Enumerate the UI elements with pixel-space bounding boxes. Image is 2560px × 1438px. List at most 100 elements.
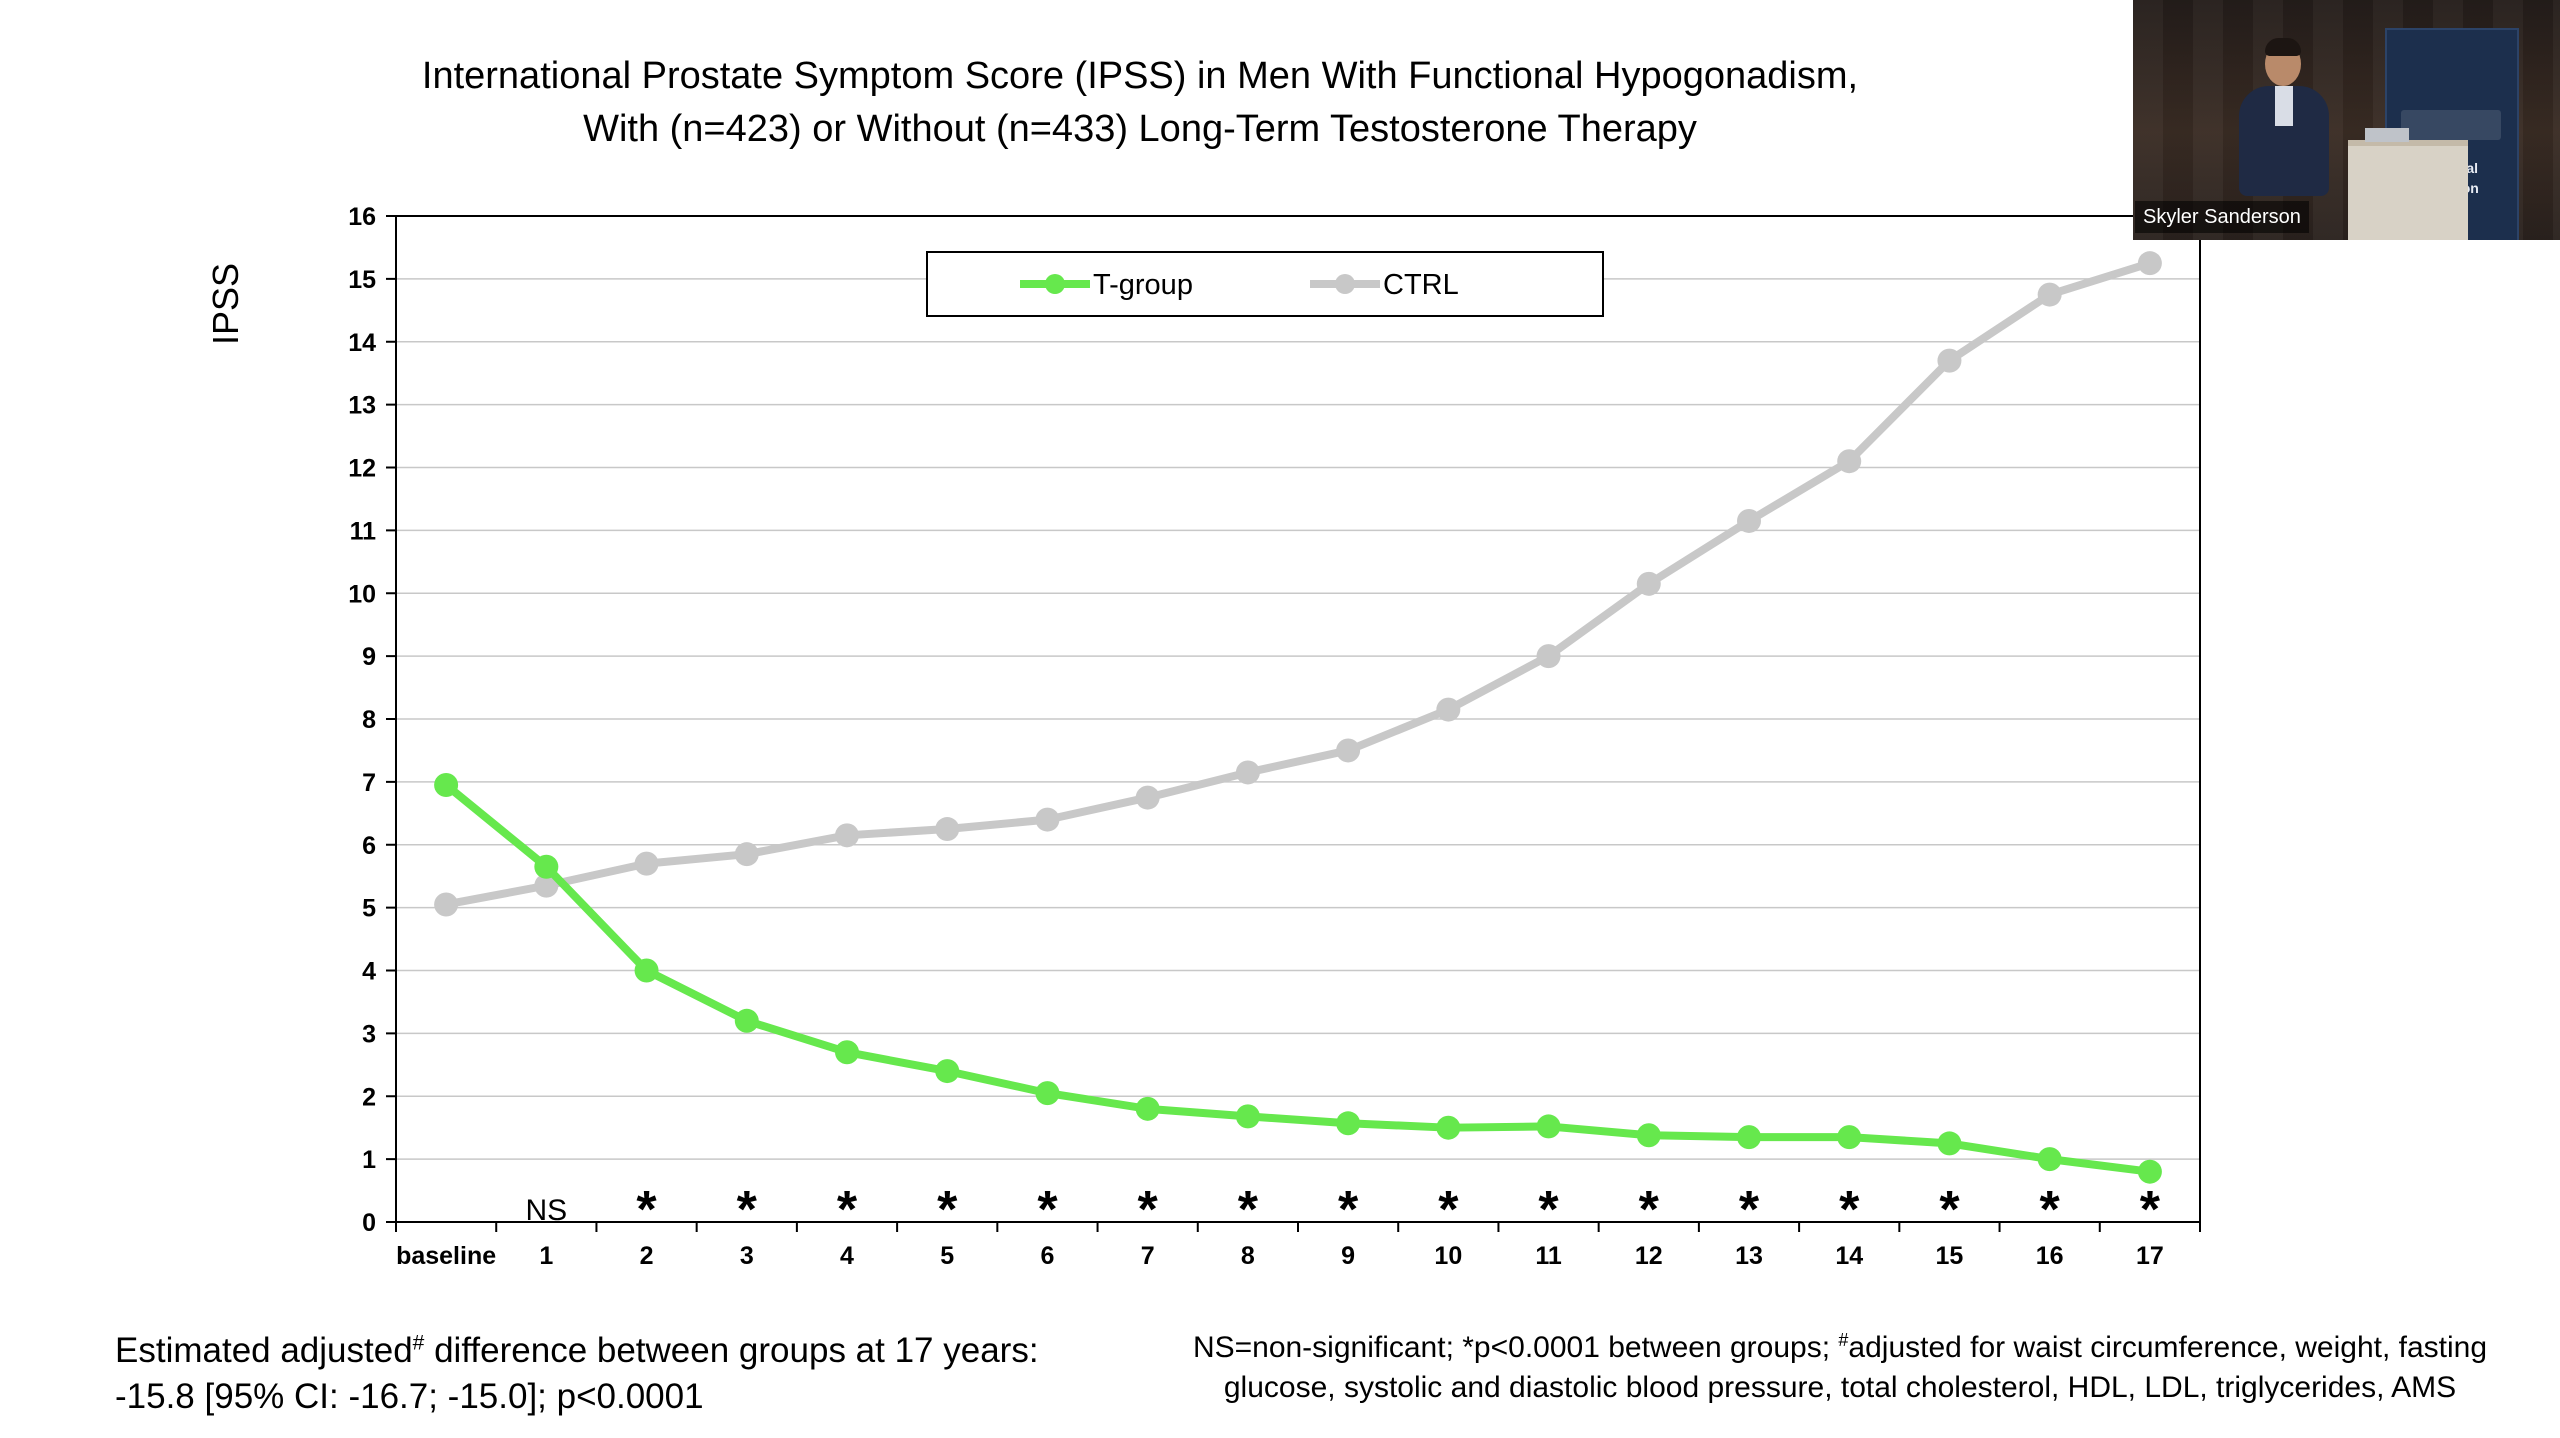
data-point-ctrl xyxy=(835,823,859,848)
y-axis-title: IPSS xyxy=(205,263,246,345)
x-tick-label: 1 xyxy=(539,1242,553,1270)
significance-star: * xyxy=(636,1181,657,1239)
data-point-t-group xyxy=(634,958,659,983)
y-tick-label: 8 xyxy=(362,706,376,734)
significance-star: * xyxy=(1138,1181,1159,1239)
x-tick-label: 14 xyxy=(1835,1242,1863,1270)
significance-star: * xyxy=(937,1181,958,1239)
x-tick-label: 3 xyxy=(740,1242,754,1270)
significance-star: * xyxy=(1739,1181,1760,1239)
chart-title: International Prostate Symptom Score (IP… xyxy=(380,50,1900,156)
adjusted-marker: # xyxy=(412,1331,425,1355)
chart-title-line1: International Prostate Symptom Score (IP… xyxy=(421,55,1859,97)
series-line-ctrl xyxy=(445,259,2152,909)
data-point-t-group xyxy=(2137,1159,2162,1184)
significance-star: * xyxy=(1037,1181,1058,1239)
abbreviation-footnote-line1-a: NS=non-significant; *p<0.0001 between gr… xyxy=(1192,1331,1839,1364)
adjusted-marker: # xyxy=(1838,1330,1849,1350)
significance-star: * xyxy=(1438,1181,1459,1239)
data-point-t-group xyxy=(1235,1104,1260,1129)
y-tick-label: 15 xyxy=(348,266,376,294)
series-ctrl xyxy=(434,251,2162,917)
x-tick-label: 8 xyxy=(1241,1242,1255,1270)
significance-star: * xyxy=(1238,1181,1259,1239)
estimated-difference-note: Estimated adjusted# difference between g… xyxy=(115,1328,1039,1420)
estimated-difference-line1: Estimated adjusted# difference between g… xyxy=(115,1328,1039,1374)
data-point-t-group xyxy=(1035,1081,1060,1106)
significance-star: * xyxy=(1538,1181,1559,1239)
speaker-name-label: Skyler Sanderson xyxy=(2135,201,2309,233)
data-point-ctrl xyxy=(1837,449,1862,474)
laptop xyxy=(2365,128,2409,142)
y-tick-label: 13 xyxy=(348,392,376,420)
significance-star: * xyxy=(1939,1181,1960,1239)
x-axis-tick-labels: baseline 1 2 3 4 5 6 7 8 9 10 11 12 13 14 15 16 17 xyxy=(396,1242,2164,1270)
data-series xyxy=(434,251,2162,1184)
y-tick-label: 12 xyxy=(348,455,376,483)
data-point-t-group xyxy=(2037,1147,2062,1172)
data-point-t-group xyxy=(1436,1115,1461,1140)
y-tick-label: 2 xyxy=(362,1083,376,1111)
x-tick-label: 11 xyxy=(1535,1242,1562,1270)
data-point-ctrl xyxy=(1737,508,1761,533)
significance-markers: NS * * * * * * * * * * * * * * * * xyxy=(525,1181,2160,1239)
data-point-t-group xyxy=(835,1040,859,1065)
y-tick-label: 1 xyxy=(362,1146,376,1174)
y-tick-label: 7 xyxy=(362,769,376,797)
legend-marker-t-group xyxy=(1045,274,1065,294)
significance-star: * xyxy=(2140,1181,2161,1239)
data-point-ctrl xyxy=(434,892,459,917)
data-point-ctrl xyxy=(534,873,559,898)
data-point-t-group xyxy=(1937,1131,1962,1156)
legend-label-t-group: T-group xyxy=(1093,269,1193,301)
significance-ns: NS xyxy=(525,1194,567,1227)
data-point-ctrl xyxy=(1436,697,1461,722)
abbreviation-footnote-line2: glucose, systolic and diastolic blood pr… xyxy=(1223,1371,2457,1404)
abbreviation-footnote-line1: NS=non-significant; *p<0.0001 between gr… xyxy=(1140,1328,2540,1368)
data-point-ctrl xyxy=(2037,282,2062,307)
estimated-difference-line1-a: Estimated adjusted xyxy=(115,1331,413,1370)
x-tick-label: 13 xyxy=(1735,1242,1763,1270)
abbreviation-footnote: NS=non-significant; *p<0.0001 between gr… xyxy=(1140,1328,2540,1408)
x-tick-label: 17 xyxy=(2136,1242,2164,1270)
data-point-ctrl xyxy=(1636,571,1661,596)
podium xyxy=(2348,140,2468,240)
speaker-shirt xyxy=(2275,86,2293,126)
legend-marker-ctrl xyxy=(1335,274,1355,294)
significance-star: * xyxy=(837,1181,858,1239)
x-tick-label: 6 xyxy=(1040,1242,1054,1270)
significance-star: * xyxy=(1639,1181,1660,1239)
speaker-hair xyxy=(2265,38,2301,56)
legend-label-ctrl: CTRL xyxy=(1383,269,1459,301)
series-t-group xyxy=(434,773,2162,1184)
chart-title-line2: With (n=423) or Without (n=433) Long-Ter… xyxy=(583,108,1697,150)
significance-star: * xyxy=(1338,1181,1359,1239)
x-tick-label: 12 xyxy=(1635,1242,1663,1270)
data-point-t-group xyxy=(1135,1096,1160,1121)
y-tick-label: 5 xyxy=(362,895,376,923)
banner-logo xyxy=(2401,110,2501,140)
y-tick-label: 6 xyxy=(362,832,376,860)
x-tick-label: 9 xyxy=(1341,1242,1355,1270)
abbreviation-footnote-line1-b: adjusted for waist circumference, weight… xyxy=(1848,1331,2488,1364)
x-tick-label: 15 xyxy=(1936,1242,1964,1270)
data-point-t-group xyxy=(1536,1114,1561,1139)
data-point-t-group xyxy=(734,1008,759,1033)
gridlines xyxy=(386,215,2201,1232)
plot-area-frame xyxy=(395,215,2201,1223)
estimated-difference-line1-b: difference between groups at 17 years: xyxy=(424,1331,1039,1370)
y-tick-label: 11 xyxy=(350,517,377,545)
chart-legend: T-group CTRL xyxy=(926,251,1604,317)
x-tick-label: baseline xyxy=(396,1242,496,1270)
data-point-ctrl xyxy=(1035,807,1060,832)
x-tick-label: 4 xyxy=(840,1242,854,1270)
data-point-ctrl xyxy=(1336,738,1361,763)
y-tick-label: 16 xyxy=(348,203,376,231)
y-tick-label: 3 xyxy=(362,1020,376,1048)
data-point-t-group xyxy=(434,773,459,798)
data-point-ctrl xyxy=(1937,348,1962,373)
x-tick-label: 2 xyxy=(640,1242,654,1270)
significance-star: * xyxy=(737,1181,758,1239)
x-tick-label: 16 xyxy=(2036,1242,2064,1270)
